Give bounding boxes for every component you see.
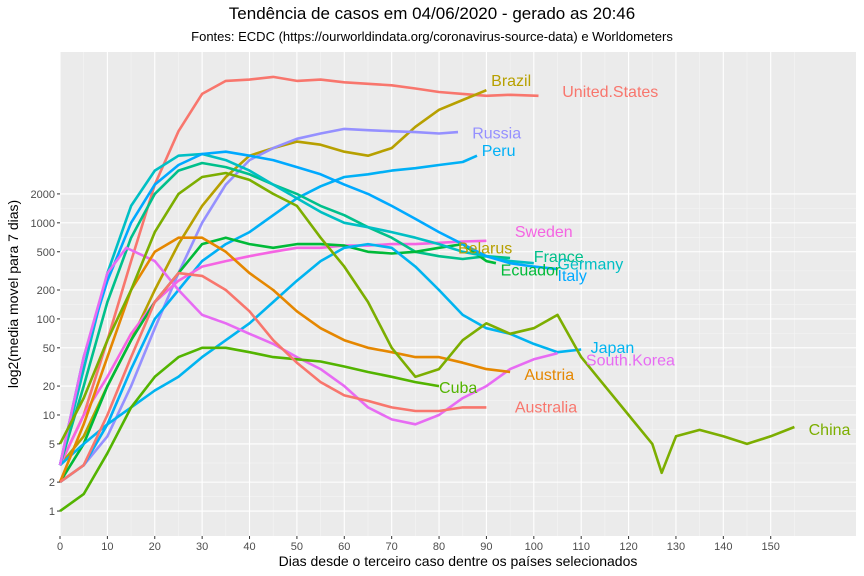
series-line (59, 127, 459, 484)
x-tick-label: 20 (149, 541, 161, 553)
x-axis-title: Dias desde o terceiro caso dentre os paí… (279, 553, 638, 569)
y-tick-label: 50 (43, 343, 55, 355)
series-line (58, 150, 558, 466)
series-line (59, 242, 582, 467)
y-tick-label: 20 (43, 381, 55, 393)
series-line (59, 154, 478, 484)
series-line (58, 171, 795, 475)
series-label: China (809, 422, 851, 439)
series-label: Ecuador (501, 262, 561, 279)
y-tick-label: 500 (37, 247, 55, 259)
series-label: Brazil (491, 73, 531, 90)
x-tick-label: 120 (619, 541, 637, 553)
x-tick-label: 40 (243, 541, 255, 553)
panel-background (60, 52, 856, 536)
x-tick-label: 60 (338, 541, 350, 553)
series-line (58, 152, 534, 466)
x-tick-label: 90 (480, 541, 492, 553)
y-tick-label: 100 (37, 314, 55, 326)
series-label: South.Korea (586, 352, 675, 369)
chart-title: Tendência de casos em 04/06/2020 - gerad… (228, 4, 636, 23)
x-tick-label: 150 (762, 541, 780, 553)
series-line (59, 271, 487, 484)
x-tick-label: 70 (386, 541, 398, 553)
x-tick-label: 130 (667, 541, 685, 553)
series-label: Austria (524, 367, 574, 384)
series-lines (58, 75, 795, 513)
x-tick-label: 30 (196, 541, 208, 553)
series-line (59, 346, 440, 513)
y-tick-label: 1000 (31, 218, 55, 230)
x-tick-label: 50 (291, 541, 303, 553)
y-tick-label: 2 (49, 477, 55, 489)
series-label: Australia (515, 399, 577, 416)
series-label: Germany (558, 256, 624, 273)
series-line (58, 161, 511, 466)
series-label: Sweden (515, 224, 573, 241)
x-tick-label: 10 (101, 541, 113, 553)
y-tick-label: 5 (49, 439, 55, 451)
y-axis-ticks: 1 2 5 10 20 50 100 200 500 1000 2000 (31, 189, 60, 518)
series-line (58, 75, 539, 466)
chart-subtitle: Fontes: ECDC (https://ourworldindata.org… (191, 29, 673, 44)
series-line (58, 236, 497, 483)
series-line (58, 239, 487, 466)
series-label: United.States (562, 84, 658, 101)
x-tick-label: 110 (572, 541, 590, 553)
x-tick-label: 100 (525, 541, 543, 553)
y-axis-title: log2(media movel para 7 dias) (5, 200, 21, 388)
series-label: Cuba (439, 380, 477, 397)
x-axis-ticks: 0 10 20 30 40 50 60 70 80 90 100 110 120 130 140 150 (57, 536, 780, 553)
series-label: Japan (591, 340, 635, 357)
series-label: France (534, 249, 584, 266)
series-label: Belarus (458, 241, 512, 258)
x-tick-label: 80 (433, 541, 445, 553)
x-tick-label: 140 (714, 541, 732, 553)
y-tick-label: 1 (49, 506, 55, 518)
series-line (58, 246, 558, 466)
series-label: Peru (482, 143, 516, 160)
y-tick-label: 10 (43, 410, 55, 422)
series-label: Italy (558, 268, 587, 285)
series-label: Russia (472, 126, 521, 143)
y-tick-label: 2000 (31, 189, 55, 201)
y-tick-label: 200 (37, 285, 55, 297)
x-tick-label: 0 (57, 541, 63, 553)
